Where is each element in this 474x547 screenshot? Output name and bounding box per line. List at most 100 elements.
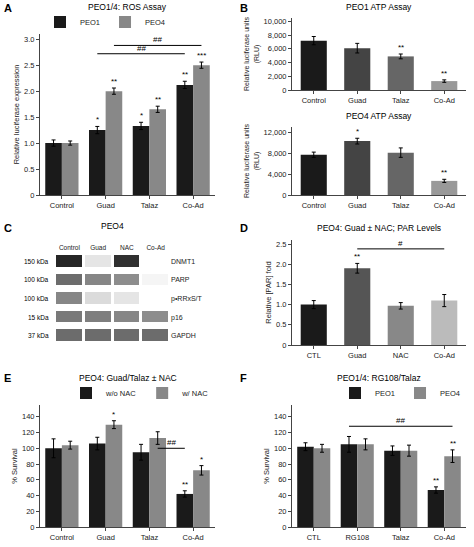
svg-text:Control: Control <box>59 244 81 251</box>
svg-text:PEO4: Guad ± NAC; PAR Levels: PEO4: Guad ± NAC; PAR Levels <box>317 223 441 233</box>
svg-text:Guad: Guad <box>96 201 114 210</box>
svg-text:15 kDa: 15 kDa <box>28 314 49 321</box>
svg-text:PEO4: Guad/Talaz ± NAC: PEO4: Guad/Talaz ± NAC <box>79 373 177 383</box>
svg-text:A: A <box>4 2 12 14</box>
svg-text:0: 0 <box>30 191 34 200</box>
svg-text:w/ NAC: w/ NAC <box>181 389 208 398</box>
svg-text:Co-Ad: Co-Ad <box>182 533 203 542</box>
svg-text:Guad: Guad <box>348 351 366 360</box>
svg-text:PEO4 ATP Assay: PEO4 ATP Assay <box>346 111 412 121</box>
svg-text:% Survival: % Survival <box>10 448 19 484</box>
svg-text:PEO1 ATP Assay: PEO1 ATP Assay <box>346 2 412 12</box>
svg-text:100: 100 <box>22 444 35 453</box>
svg-text:#: # <box>398 239 403 248</box>
svg-text:150 kDa: 150 kDa <box>24 258 49 265</box>
svg-text:PEO1: PEO1 <box>375 389 395 398</box>
svg-text:8,000: 8,000 <box>268 149 287 158</box>
svg-text:p16: p16 <box>171 314 183 322</box>
svg-text:PEO4: PEO4 <box>440 389 460 398</box>
svg-text:37 kDa: 37 kDa <box>28 332 49 339</box>
svg-text:60: 60 <box>278 475 286 484</box>
svg-text:140: 140 <box>22 412 35 421</box>
svg-text:2.0: 2.0 <box>276 260 286 269</box>
svg-text:Control: Control <box>50 533 75 542</box>
svg-text:**: ** <box>182 70 188 79</box>
svg-text:120: 120 <box>274 428 287 437</box>
svg-text:p•RRxS/T: p•RRxS/T <box>171 295 203 303</box>
svg-text:1.5: 1.5 <box>24 113 34 122</box>
svg-text:CTL: CTL <box>307 533 321 542</box>
svg-text:2.0: 2.0 <box>24 87 34 96</box>
svg-text:NAC: NAC <box>120 244 134 251</box>
svg-text:Guad: Guad <box>96 533 114 542</box>
svg-text:40: 40 <box>278 491 286 500</box>
svg-text:10,000: 10,000 <box>264 17 287 26</box>
svg-text:Control: Control <box>302 96 327 105</box>
svg-text:140: 140 <box>274 412 287 421</box>
svg-text:60: 60 <box>26 475 34 484</box>
svg-text:w/o NAC: w/o NAC <box>105 389 136 398</box>
svg-text:**: ** <box>441 168 447 177</box>
svg-text:% Survival: % Survival <box>262 448 271 484</box>
svg-text:0.5: 0.5 <box>24 165 34 174</box>
svg-text:***: *** <box>197 51 206 60</box>
svg-text:**: ** <box>398 43 404 52</box>
svg-text:3.0: 3.0 <box>24 35 34 44</box>
svg-text:20: 20 <box>26 507 34 516</box>
svg-text:**: ** <box>182 480 188 489</box>
svg-text:Co-Ad: Co-Ad <box>434 201 455 210</box>
svg-text:RG108: RG108 <box>345 533 369 542</box>
svg-text:2,000: 2,000 <box>268 72 287 81</box>
svg-text:Relative [PAR] fold: Relative [PAR] fold <box>264 261 273 323</box>
svg-text:##: ## <box>396 416 405 425</box>
svg-text:E: E <box>4 372 11 384</box>
svg-text:0: 0 <box>282 191 286 200</box>
svg-text:##: ## <box>137 44 146 53</box>
svg-text:0: 0 <box>30 523 34 532</box>
svg-text:Co-Ad: Co-Ad <box>434 96 455 105</box>
svg-text:*: * <box>356 127 359 136</box>
svg-text:Co-Ad: Co-Ad <box>182 201 203 210</box>
svg-text:Talaz: Talaz <box>141 533 159 542</box>
svg-text:C: C <box>4 222 12 234</box>
svg-text:80: 80 <box>26 460 34 469</box>
svg-text:2.5: 2.5 <box>24 61 34 70</box>
svg-text:PEO1/4: ROS Assay: PEO1/4: ROS Assay <box>88 2 167 12</box>
svg-text:Relative luciferase expression: Relative luciferase expression <box>12 65 21 165</box>
svg-text:Co-Ad: Co-Ad <box>146 244 165 251</box>
svg-text:*: * <box>96 115 99 124</box>
svg-text:40: 40 <box>26 491 34 500</box>
svg-text:100 kDa: 100 kDa <box>24 276 49 283</box>
svg-text:1.0: 1.0 <box>24 139 34 148</box>
svg-text:100: 100 <box>274 444 287 453</box>
svg-text:0: 0 <box>282 523 286 532</box>
svg-text:0: 0 <box>282 86 286 95</box>
svg-text:NAC: NAC <box>393 351 409 360</box>
svg-text:*: * <box>200 455 203 464</box>
svg-text:Guad: Guad <box>348 96 366 105</box>
svg-text:##: ## <box>167 438 176 447</box>
svg-text:20: 20 <box>278 507 286 516</box>
svg-text:**: ** <box>111 77 117 86</box>
svg-text:Talaz: Talaz <box>392 533 410 542</box>
svg-text:Guad: Guad <box>348 201 366 210</box>
svg-text:PEO4: PEO4 <box>101 221 124 231</box>
svg-text:120: 120 <box>22 428 35 437</box>
svg-text:##: ## <box>153 35 162 44</box>
svg-text:D: D <box>240 222 248 234</box>
svg-text:80: 80 <box>278 460 286 469</box>
svg-text:Control: Control <box>50 201 75 210</box>
svg-text:Guad: Guad <box>90 244 106 251</box>
svg-text:PEO1: PEO1 <box>80 18 100 27</box>
svg-text:**: ** <box>433 476 439 485</box>
svg-text:4,000: 4,000 <box>268 170 287 179</box>
svg-text:Talaz: Talaz <box>141 201 159 210</box>
svg-text:2.5: 2.5 <box>276 240 286 249</box>
svg-text:**: ** <box>354 252 360 261</box>
svg-text:Control: Control <box>302 201 327 210</box>
svg-text:Talaz: Talaz <box>392 96 410 105</box>
svg-text:*: * <box>112 410 115 419</box>
svg-text:100 kDa: 100 kDa <box>24 295 49 302</box>
svg-text:**: ** <box>450 439 456 448</box>
svg-text:Relative luciferase units(RLU): Relative luciferase units(RLU) <box>243 17 260 91</box>
